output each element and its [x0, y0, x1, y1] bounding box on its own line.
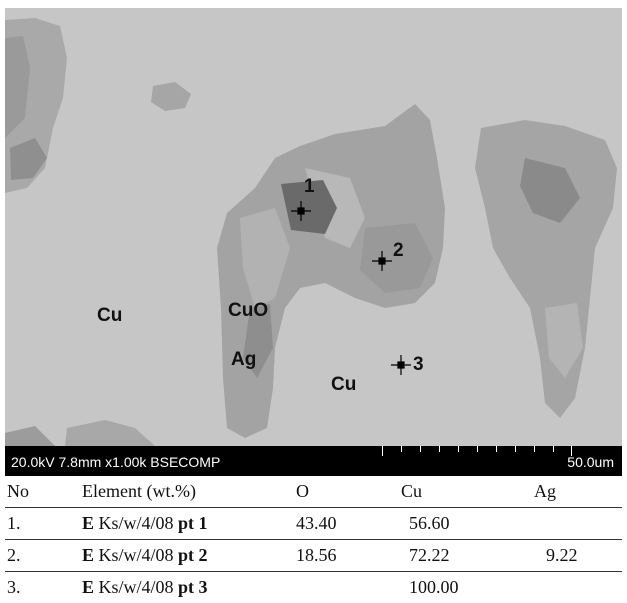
scale-value: 50.0um — [567, 454, 614, 470]
scale-tick — [401, 446, 402, 452]
phase-label-cu-left: Cu — [97, 305, 122, 327]
row-no: 3. — [5, 572, 82, 603]
row-no: 2. — [5, 540, 82, 572]
sample-id: Ks/w/4/08 — [94, 545, 178, 565]
composition-table: No Element (wt.%) O Cu Ag 1. E Ks/w/4/08… — [5, 476, 622, 603]
sem-info-bar: 20.0kV 7.8mm x1.00k BSECOMP 50.0um — [5, 446, 622, 476]
row-element: E Ks/w/4/08 pt 3 — [82, 572, 296, 603]
row-ag-value — [534, 508, 622, 540]
row-cu-value: 72.22 — [401, 540, 534, 572]
row-no: 1. — [5, 508, 82, 540]
phase-label-ag: Ag — [231, 349, 256, 371]
row-ag-value: 9.22 — [534, 540, 622, 572]
row-element: E Ks/w/4/08 pt 2 — [82, 540, 296, 572]
sem-parameters: 20.0kV 7.8mm x1.00k BSECOMP — [11, 454, 220, 470]
point-label-2: 2 — [393, 240, 404, 262]
scale-tick — [439, 446, 440, 452]
scale-tick — [420, 446, 421, 452]
row-o-value — [296, 572, 401, 603]
scale-tick — [458, 446, 459, 452]
header-no: No — [5, 476, 82, 508]
header-ag: Ag — [534, 476, 622, 508]
row-ag-value — [534, 572, 622, 603]
table-row: 1. E Ks/w/4/08 pt 1 43.40 56.60 — [5, 508, 622, 540]
header-cu: Cu — [401, 476, 534, 508]
sem-micrograph: Cu CuO Ag Cu 1 2 3 — [5, 8, 622, 446]
row-cu-value: 100.00 — [401, 572, 534, 603]
point-label-3: 3 — [413, 354, 424, 376]
table-row: 3. E Ks/w/4/08 pt 3 100.00 — [5, 572, 622, 603]
point-id: pt 2 — [178, 545, 208, 565]
point-id: pt 3 — [178, 577, 208, 597]
sample-prefix: E — [82, 577, 94, 597]
scale-tick — [496, 446, 497, 452]
sample-id: Ks/w/4/08 — [94, 577, 178, 597]
row-o-value: 43.40 — [296, 508, 401, 540]
scale-tick — [553, 446, 554, 452]
row-o-value: 18.56 — [296, 540, 401, 572]
header-o: O — [296, 476, 401, 508]
sample-prefix: E — [82, 545, 94, 565]
row-cu-value: 56.60 — [401, 508, 534, 540]
table-row: 2. E Ks/w/4/08 pt 2 18.56 72.22 9.22 — [5, 540, 622, 572]
phase-label-cuo: CuO — [228, 300, 268, 322]
micrograph-image — [5, 8, 622, 446]
scale-tick — [477, 446, 478, 452]
point-label-1: 1 — [304, 176, 315, 198]
header-element: Element (wt.%) — [82, 476, 296, 508]
sample-id: Ks/w/4/08 — [94, 513, 178, 533]
sample-prefix: E — [82, 513, 94, 533]
scale-tick — [515, 446, 516, 452]
table-header-row: No Element (wt.%) O Cu Ag — [5, 476, 622, 508]
scale-ticks — [382, 446, 572, 476]
scale-tick — [382, 446, 383, 456]
row-element: E Ks/w/4/08 pt 1 — [82, 508, 296, 540]
phase-label-cu-center: Cu — [331, 374, 356, 396]
scale-tick — [534, 446, 535, 452]
point-id: pt 1 — [178, 513, 208, 533]
